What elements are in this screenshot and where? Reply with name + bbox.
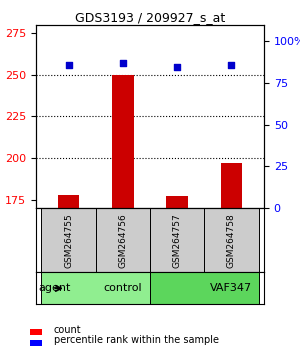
FancyBboxPatch shape [150, 272, 259, 304]
Text: GSM264758: GSM264758 [227, 213, 236, 268]
Text: GSM264755: GSM264755 [64, 213, 73, 268]
FancyBboxPatch shape [96, 208, 150, 272]
FancyBboxPatch shape [204, 208, 259, 272]
Text: percentile rank within the sample: percentile rank within the sample [54, 335, 219, 345]
Bar [220, 163, 242, 354]
Bar [112, 75, 134, 354]
Text: VAF347: VAF347 [210, 284, 253, 293]
Bar [166, 196, 188, 354]
Point [175, 64, 179, 70]
FancyBboxPatch shape [41, 272, 150, 304]
FancyBboxPatch shape [150, 208, 204, 272]
Text: control: control [103, 284, 142, 293]
Bar [58, 195, 80, 354]
Text: count: count [54, 325, 82, 335]
FancyBboxPatch shape [41, 208, 96, 272]
Point [121, 61, 125, 66]
Text: GSM264757: GSM264757 [172, 213, 182, 268]
Text: agent: agent [39, 284, 71, 293]
Point [229, 62, 234, 68]
Point [66, 62, 71, 68]
Title: GDS3193 / 209927_s_at: GDS3193 / 209927_s_at [75, 11, 225, 24]
Text: GSM264756: GSM264756 [118, 213, 127, 268]
